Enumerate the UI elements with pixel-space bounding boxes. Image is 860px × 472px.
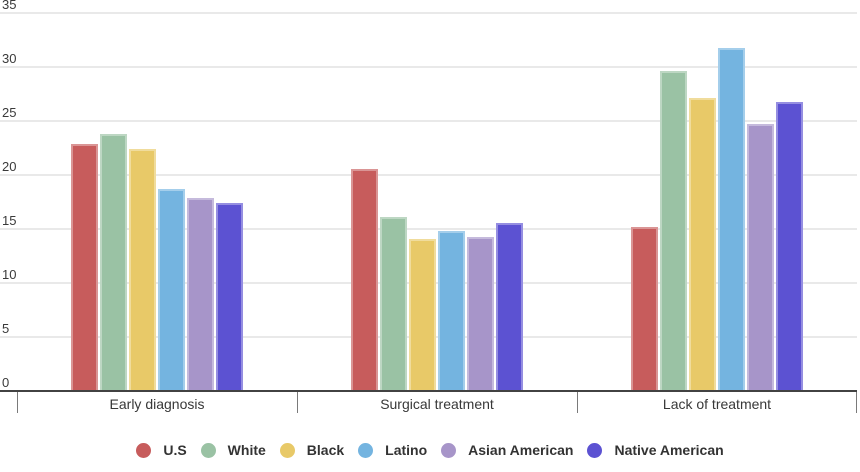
y-axis-label-10: 10 [2,267,17,282]
legend-label: U.S [163,442,187,458]
y-axis-label-15: 15 [2,213,17,228]
x-axis-tick [577,392,578,413]
bar-latino-surgical-treatment[interactable] [438,231,465,390]
legend-swatch-latino [358,442,374,458]
bar-black-early-diagnosis[interactable] [129,149,156,390]
bar-native-american-early-diagnosis[interactable] [216,203,243,390]
bar-asian-american-lack-of-treatment[interactable] [747,124,774,390]
legend-item-native-american[interactable]: Native American [587,442,724,458]
bar-white-surgical-treatment[interactable] [380,217,407,390]
bar-white-lack-of-treatment[interactable] [660,71,687,390]
y-axis-label-30: 30 [2,51,17,66]
bar-asian-american-surgical-treatment[interactable] [467,237,494,390]
bar-latino-lack-of-treatment[interactable] [718,48,745,390]
legend: U.S White Black Latino Asian American Na… [0,440,860,460]
category-label-surgical-treatment: Surgical treatment [380,396,494,412]
y-axis-label-20: 20 [2,159,17,174]
category-label-lack-of-treatment: Lack of treatment [662,396,772,412]
category-label-early-diagnosis: Early diagnosis [109,396,205,412]
legend-swatch-white [200,442,216,458]
x-axis-tick [297,392,298,413]
legend-item-black[interactable]: Black [279,442,345,458]
legend-item-latino[interactable]: Latino [358,442,427,458]
bar-group-lack-of-treatment [577,0,857,390]
bar-native-american-surgical-treatment[interactable] [496,223,523,390]
legend-label: Native American [614,442,724,458]
y-axis-label-25: 25 [2,105,17,120]
bar-white-early-diagnosis[interactable] [100,134,127,390]
gridline-30 [0,66,857,68]
bar-u-s-early-diagnosis[interactable] [71,144,98,390]
bar-group-surgical-treatment [297,0,577,390]
gridline-15 [0,228,857,230]
legend-swatch-asian-american [441,442,457,458]
x-axis-line [0,390,857,392]
bar-native-american-lack-of-treatment[interactable] [776,102,803,390]
gridline-20 [0,174,857,176]
legend-item-us[interactable]: U.S [136,442,187,458]
legend-swatch-black [279,442,295,458]
legend-label: Black [306,442,345,458]
legend-label: Latino [385,442,428,458]
legend-item-asian-american[interactable]: Asian American [441,442,573,458]
y-axis-label-0: 0 [2,375,10,390]
legend-swatch-us [136,442,152,458]
legend-item-white[interactable]: White [200,442,266,458]
gridline-35 [0,12,857,14]
bar-u-s-surgical-treatment[interactable] [351,169,378,390]
bar-latino-early-diagnosis[interactable] [158,189,185,390]
bar-black-lack-of-treatment[interactable] [689,98,716,390]
legend-label: White [227,442,266,458]
bar-u-s-lack-of-treatment[interactable] [631,227,658,390]
gridline-25 [0,120,857,122]
y-axis-label-35: 35 [2,0,17,12]
bar-asian-american-early-diagnosis[interactable] [187,198,214,390]
legend-label: Asian American [468,442,574,458]
x-axis-tick [17,392,18,413]
y-axis-label-5: 5 [2,321,10,336]
bar-black-surgical-treatment[interactable] [409,239,436,390]
x-axis-tick [856,392,857,413]
bar-group-early-diagnosis [17,0,297,390]
legend-swatch-native-american [587,442,603,458]
